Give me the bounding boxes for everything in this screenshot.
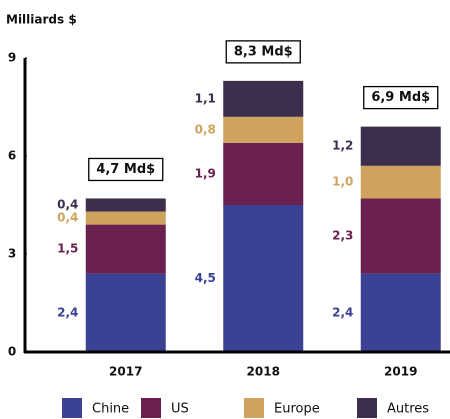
value-label: 0,8 [195, 122, 216, 136]
x-tick-label: 2018 [247, 365, 280, 379]
legend-swatch [62, 398, 82, 418]
value-label: 1,2 [332, 139, 353, 153]
value-label: 2,4 [57, 305, 78, 319]
value-label: 1,5 [57, 242, 78, 256]
bar-segment [360, 165, 441, 199]
y-axis-label: Milliards $ [6, 13, 77, 27]
legend-swatch [244, 398, 264, 418]
bar-segment [223, 80, 304, 117]
bar-segment [360, 273, 441, 352]
y-tick-label: 6 [8, 149, 16, 163]
bar-segment [85, 224, 166, 274]
bar-segment [223, 116, 304, 143]
total-box [88, 157, 164, 182]
value-label: 0,4 [57, 211, 78, 225]
bar-segment [360, 198, 441, 274]
value-label: 0,4 [57, 198, 78, 212]
total-box [225, 40, 301, 64]
value-label: 4,5 [195, 271, 216, 285]
bar-segment [360, 126, 441, 166]
total-label: 4,7 Md$ [96, 162, 155, 177]
legend-label: US [171, 402, 189, 417]
x-tick-label: 2017 [109, 365, 142, 379]
y-tick-label: 3 [8, 247, 16, 261]
bar-segment [223, 142, 304, 205]
value-label: 1,9 [195, 166, 216, 180]
total-label: 6,9 Md$ [371, 90, 430, 105]
total-label: 8,3 Md$ [234, 44, 293, 59]
bar-segment [85, 198, 166, 212]
value-label: 1,1 [195, 91, 216, 105]
legend-label: Autres [387, 402, 429, 417]
bar-segment [223, 205, 304, 352]
total-box [363, 85, 439, 110]
y-tick-label: 0 [8, 345, 16, 359]
bar-segment [85, 211, 166, 225]
value-label: 1,0 [332, 175, 353, 189]
bar-segment [85, 273, 166, 352]
legend-label: Europe [274, 402, 320, 417]
legend-swatch [357, 398, 377, 418]
legend-swatch [141, 398, 161, 418]
value-label: 2,3 [332, 229, 353, 243]
legend-label: Chine [92, 402, 129, 417]
y-tick-label: 9 [8, 51, 16, 65]
x-tick-label: 2019 [384, 365, 417, 379]
value-label: 2,4 [332, 305, 353, 319]
